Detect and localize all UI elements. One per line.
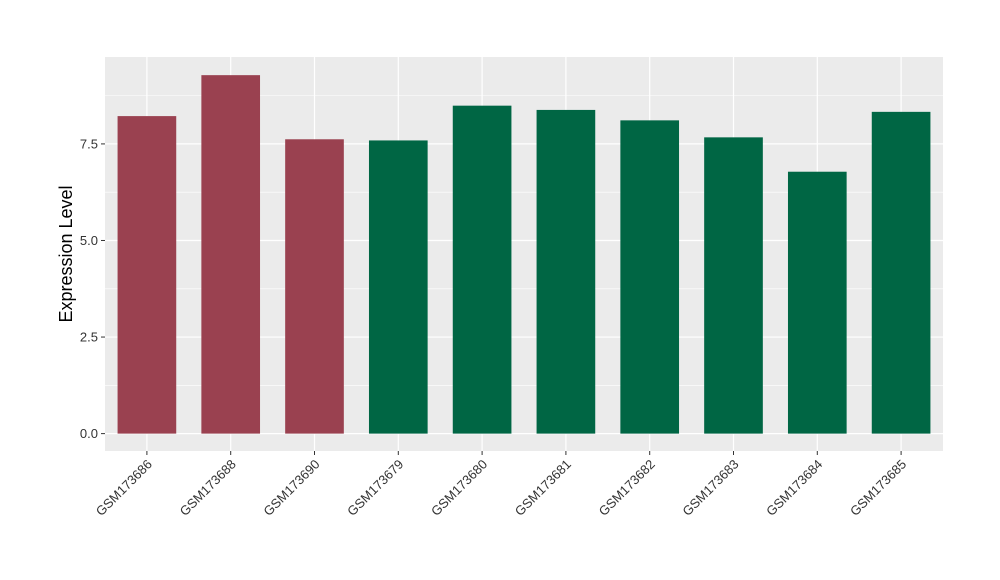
x-tick-label: GSM173684 [763, 457, 825, 519]
y-tick-label: 7.5 [80, 136, 98, 151]
x-tick-label: GSM173681 [512, 457, 574, 519]
x-tick-label: GSM173686 [93, 457, 155, 519]
y-axis: 0.0 2.5 5.0 7.5 [80, 136, 105, 441]
x-tick-label: GSM173688 [177, 457, 239, 519]
y-tick-label: 0.0 [80, 426, 98, 441]
x-tick-label: GSM173679 [344, 457, 406, 519]
x-tick-label: GSM173685 [847, 457, 909, 519]
bar-GSM173682 [620, 120, 680, 434]
x-axis: GSM173686 GSM173688 GSM173690 GSM173679 GSM1… [93, 451, 909, 519]
bar-GSM173690 [285, 139, 344, 434]
bar-GSM173681 [536, 109, 596, 434]
y-tick-label: 5.0 [80, 233, 98, 248]
y-tick-label: 2.5 [80, 330, 98, 345]
bar-GSM173686 [117, 116, 177, 434]
bar-GSM173683 [704, 137, 763, 434]
x-tick-label: GSM173690 [260, 457, 322, 519]
bar-GSM173688 [201, 75, 261, 434]
bar-GSM173679 [368, 140, 428, 434]
x-tick-label: GSM173683 [679, 457, 741, 519]
bar-GSM173680 [452, 105, 512, 434]
x-tick-label: GSM173680 [428, 457, 490, 519]
y-axis-title: Expression Level [56, 185, 76, 322]
bar-GSM173684 [787, 171, 847, 434]
bar-GSM173685 [871, 111, 931, 434]
bars [117, 75, 931, 434]
x-tick-label: GSM173682 [596, 457, 658, 519]
